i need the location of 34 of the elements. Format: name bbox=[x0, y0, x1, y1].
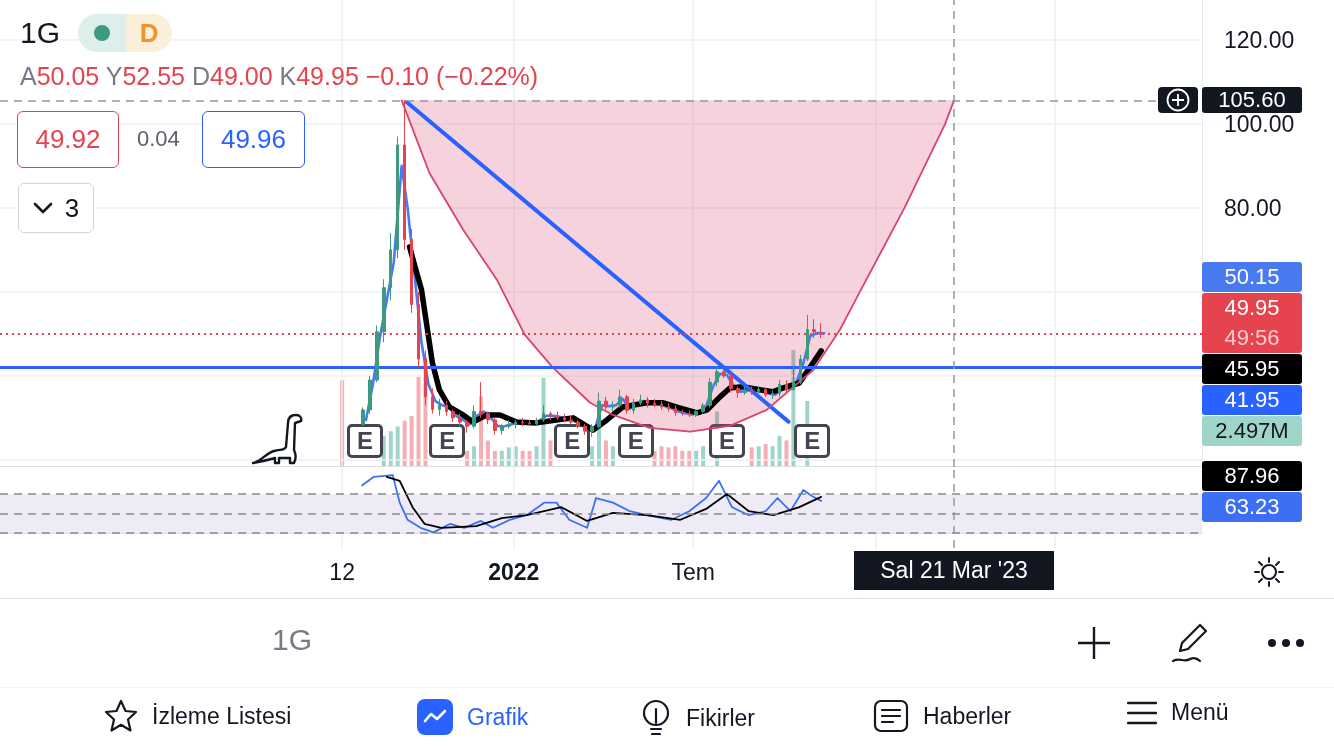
annotation: E bbox=[794, 424, 831, 458]
collapse-button: 3 bbox=[18, 183, 94, 233]
ref-line-label: 41.95 bbox=[1224, 386, 1280, 415]
text: Fikirler bbox=[686, 704, 755, 732]
text: 1G bbox=[20, 16, 61, 50]
text: 49:56 bbox=[1224, 324, 1280, 353]
price-button: 49.96 bbox=[202, 111, 305, 168]
x-tick-label: 12 bbox=[329, 558, 355, 585]
text: 87.96 bbox=[1224, 461, 1280, 490]
y-tick-label: 120.00 bbox=[1224, 26, 1295, 53]
annotation: E bbox=[617, 424, 654, 458]
y-tick-label: 80.00 bbox=[1224, 194, 1282, 221]
annotation: E bbox=[554, 424, 591, 458]
annotation: D bbox=[126, 14, 173, 52]
annotation: 3 bbox=[64, 192, 80, 224]
text: 1G bbox=[272, 623, 313, 657]
text: Haberler bbox=[923, 702, 1012, 730]
text: 63.23 bbox=[1224, 492, 1280, 521]
text: İzleme Listesi bbox=[152, 702, 292, 730]
annotation: 0.04 bbox=[137, 126, 180, 152]
text: Grafik bbox=[467, 703, 529, 731]
text: 50.15 bbox=[1224, 263, 1280, 292]
text: Menü bbox=[1171, 699, 1229, 726]
text: 2.497M bbox=[1215, 417, 1289, 446]
annotation: E bbox=[429, 424, 466, 458]
price-button: 49.92 bbox=[17, 111, 119, 168]
annotation: E bbox=[346, 424, 383, 458]
annotation: E bbox=[708, 424, 745, 458]
text: 45.95 bbox=[1224, 355, 1280, 384]
x-tick-label: 2022 bbox=[488, 558, 540, 585]
x-tick-label: Tem bbox=[671, 558, 715, 585]
text: A50.05 Y52.55 D49.00 K49.95 −0.10 (−0.22%) bbox=[20, 62, 539, 90]
ref-line-label: Sal 21 Mar '23 bbox=[854, 551, 1055, 590]
ref-line-label: 49.95 bbox=[1224, 294, 1280, 323]
